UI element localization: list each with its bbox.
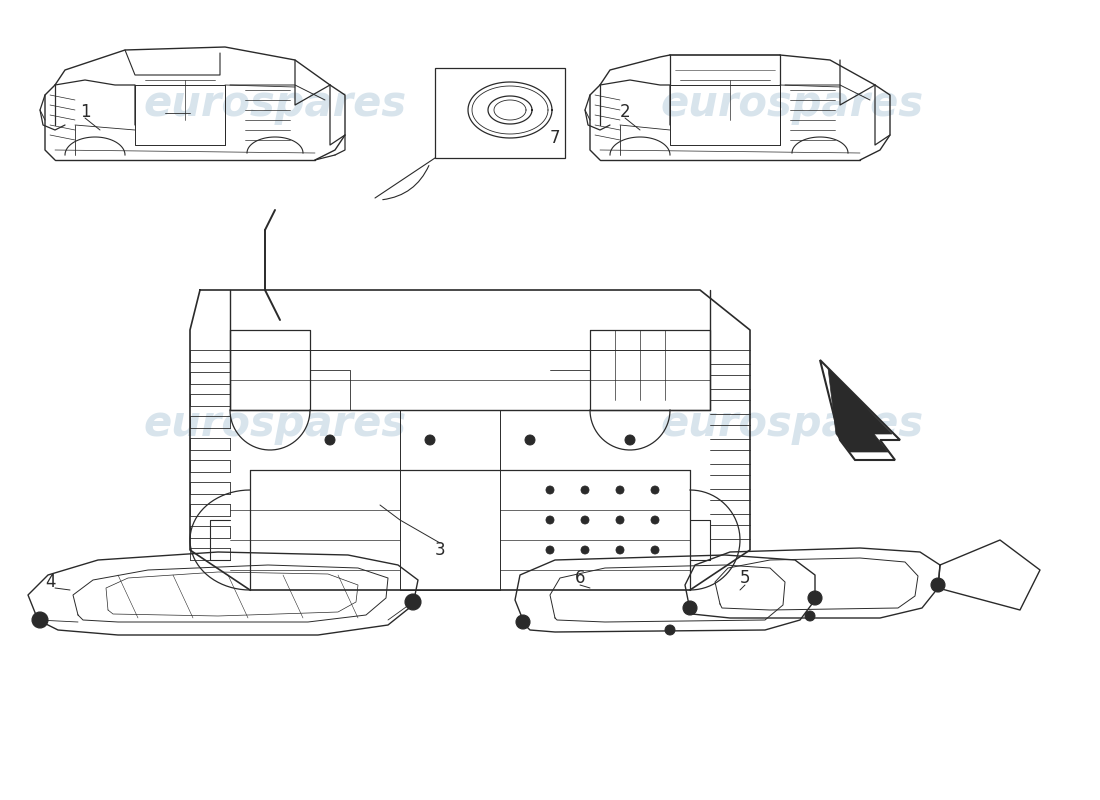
Circle shape <box>525 435 535 445</box>
Circle shape <box>324 435 336 445</box>
Circle shape <box>625 435 635 445</box>
Polygon shape <box>828 368 892 452</box>
Circle shape <box>651 516 659 524</box>
Circle shape <box>666 625 675 635</box>
Text: 6: 6 <box>574 569 585 587</box>
Circle shape <box>546 546 554 554</box>
Text: 7: 7 <box>550 129 560 147</box>
Circle shape <box>805 611 815 621</box>
Circle shape <box>651 546 659 554</box>
Circle shape <box>683 601 697 615</box>
Text: 5: 5 <box>739 569 750 587</box>
Circle shape <box>616 546 624 554</box>
Text: eurospares: eurospares <box>660 83 924 125</box>
Circle shape <box>546 486 554 494</box>
FancyBboxPatch shape <box>434 68 565 158</box>
Circle shape <box>931 578 945 592</box>
Text: eurospares: eurospares <box>143 403 407 445</box>
Circle shape <box>546 516 554 524</box>
Circle shape <box>581 546 589 554</box>
Text: 1: 1 <box>79 103 90 121</box>
Circle shape <box>581 516 589 524</box>
Circle shape <box>616 516 624 524</box>
Circle shape <box>581 486 589 494</box>
Circle shape <box>405 594 421 610</box>
Circle shape <box>651 486 659 494</box>
Polygon shape <box>820 360 900 460</box>
Circle shape <box>425 435 435 445</box>
Text: eurospares: eurospares <box>143 83 407 125</box>
Circle shape <box>808 591 822 605</box>
Text: 2: 2 <box>619 103 630 121</box>
Text: eurospares: eurospares <box>660 403 924 445</box>
Circle shape <box>616 486 624 494</box>
FancyArrowPatch shape <box>383 166 429 200</box>
Text: 4: 4 <box>45 573 55 591</box>
Circle shape <box>32 612 48 628</box>
Text: 3: 3 <box>434 541 446 559</box>
Circle shape <box>516 615 530 629</box>
